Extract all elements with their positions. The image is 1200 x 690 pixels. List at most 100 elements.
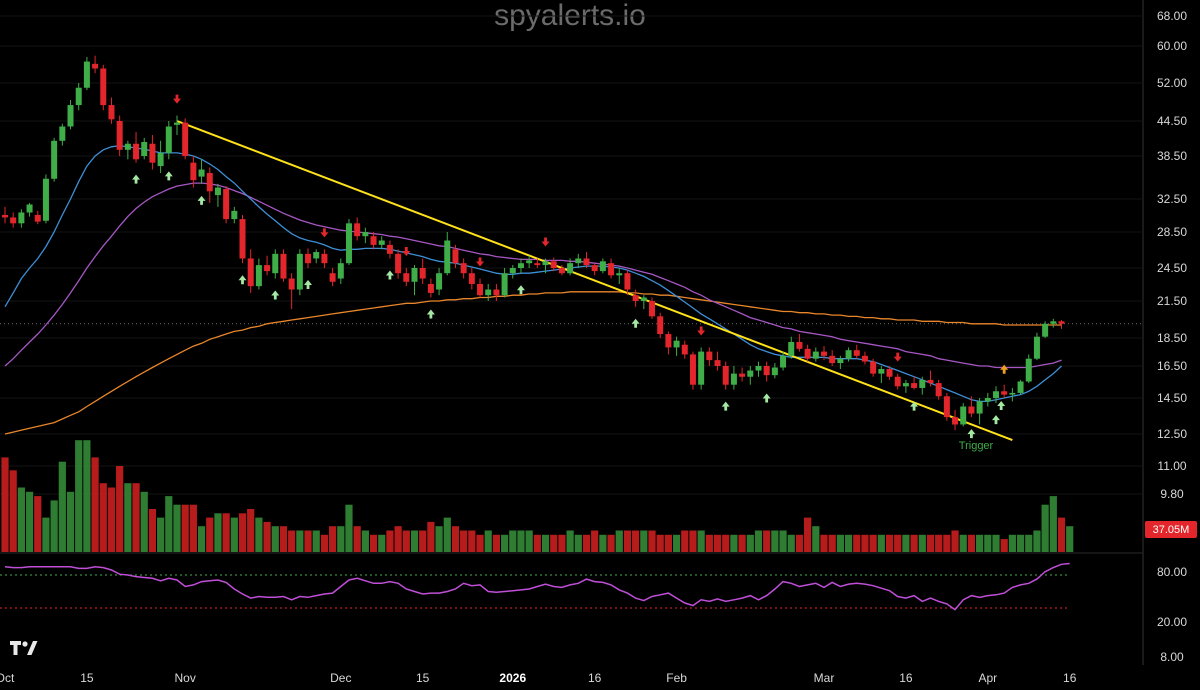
candle-body	[133, 143, 140, 160]
volume-bar	[99, 483, 107, 552]
sell-signal-arrow	[476, 257, 485, 267]
sell-signal-arrow	[893, 352, 902, 362]
volume-bar	[50, 500, 58, 552]
volume-bar	[288, 530, 296, 552]
candle-body	[108, 105, 115, 120]
volume-bar	[623, 530, 632, 552]
volume-bar	[140, 491, 148, 552]
price-axis: 68.00 60.00 52.00 44.50 38.50 32.50 28.50 24.50…	[1157, 9, 1187, 501]
volume-bar	[345, 504, 353, 552]
candle-body	[624, 273, 631, 290]
ma-fast-line	[4, 144, 1062, 403]
price-tick-label: 14.50	[1157, 391, 1187, 405]
tradingview-logo[interactable]	[10, 641, 38, 655]
volume-bar	[541, 534, 550, 552]
volume-bar	[681, 530, 689, 552]
volume-bar	[1049, 496, 1057, 552]
volume-bar	[427, 521, 435, 552]
volume-bar	[124, 483, 132, 552]
volume-bar	[861, 534, 869, 552]
candle-body	[280, 253, 287, 279]
volume-bar	[222, 513, 230, 552]
sell-signal-arrow	[172, 94, 181, 104]
candle-body	[403, 273, 410, 282]
volume-bar	[369, 534, 378, 552]
volume-bar	[509, 530, 517, 552]
candle-body	[853, 350, 860, 356]
price-tick-label: 11.00	[1157, 459, 1186, 473]
candle-body	[231, 210, 238, 220]
volume-bar	[312, 530, 320, 552]
volume-bar	[877, 534, 885, 552]
time-tick-label: Dec	[330, 671, 351, 685]
candle-body	[1009, 392, 1016, 395]
candle-body	[149, 143, 156, 163]
candle-body	[706, 351, 713, 361]
candle-body	[837, 358, 844, 364]
volume-bar	[435, 526, 443, 552]
candle-body	[124, 143, 131, 150]
volume-bar	[820, 534, 828, 552]
volume-bar	[804, 517, 812, 552]
volume-bar	[779, 530, 787, 552]
volume-bar	[468, 530, 476, 552]
candle-body	[10, 217, 17, 224]
candle-body	[370, 236, 377, 245]
candle-body	[59, 126, 66, 141]
price-tick-label: 24.50	[1157, 261, 1187, 275]
candle-body	[1050, 321, 1057, 324]
buy-signal-arrow	[385, 270, 394, 280]
volume-bar	[574, 534, 582, 552]
volume-bar	[443, 517, 451, 552]
volume-bar	[591, 530, 599, 552]
volume-bar	[410, 530, 419, 552]
candle-body	[960, 406, 967, 425]
tv-logo-slash	[27, 641, 38, 655]
candle-body	[378, 240, 385, 245]
volume-bar	[173, 504, 181, 552]
buy-signal-arrow	[762, 393, 771, 403]
volume-bar	[402, 530, 410, 552]
volume-bar	[181, 504, 189, 552]
candle-body	[34, 214, 41, 222]
volume-bar	[885, 534, 894, 552]
candle-body	[608, 263, 615, 276]
volume-bar	[165, 496, 173, 552]
downtrend-line	[176, 120, 1013, 442]
candle-body	[190, 162, 197, 181]
volume-bar	[1057, 517, 1066, 552]
volume-bar	[1008, 534, 1016, 552]
candle-body	[386, 244, 393, 254]
volume-bar	[1016, 534, 1025, 552]
candle-body	[509, 268, 516, 274]
price-tick-label: 16.50	[1157, 359, 1187, 373]
candle-body	[419, 268, 426, 279]
candle-body	[223, 189, 230, 220]
buy-signal-arrow	[238, 275, 247, 285]
volume-bar	[967, 534, 976, 552]
volume-bar	[17, 487, 25, 552]
candle-body	[362, 232, 369, 237]
candle-body	[165, 126, 172, 153]
candle-body	[632, 295, 639, 301]
volume-bar	[263, 521, 271, 552]
candle-body	[247, 258, 254, 287]
volume-bar	[926, 534, 935, 552]
volume-bar	[787, 534, 795, 552]
candle-body	[534, 263, 541, 266]
candle-body	[75, 87, 82, 106]
candle-body	[485, 289, 492, 296]
volume-bar	[58, 461, 66, 552]
price-tick-label: 38.50	[1157, 149, 1187, 163]
volume-bar	[1, 457, 9, 552]
trendline	[176, 120, 1013, 442]
volume-bar	[419, 530, 427, 552]
volume-bar	[492, 534, 500, 552]
volume-bar	[992, 534, 1000, 552]
candle-body	[878, 369, 885, 374]
candle-body	[264, 265, 271, 272]
candle-body	[460, 263, 467, 274]
candle-body	[943, 396, 950, 418]
candle-body	[26, 204, 33, 213]
